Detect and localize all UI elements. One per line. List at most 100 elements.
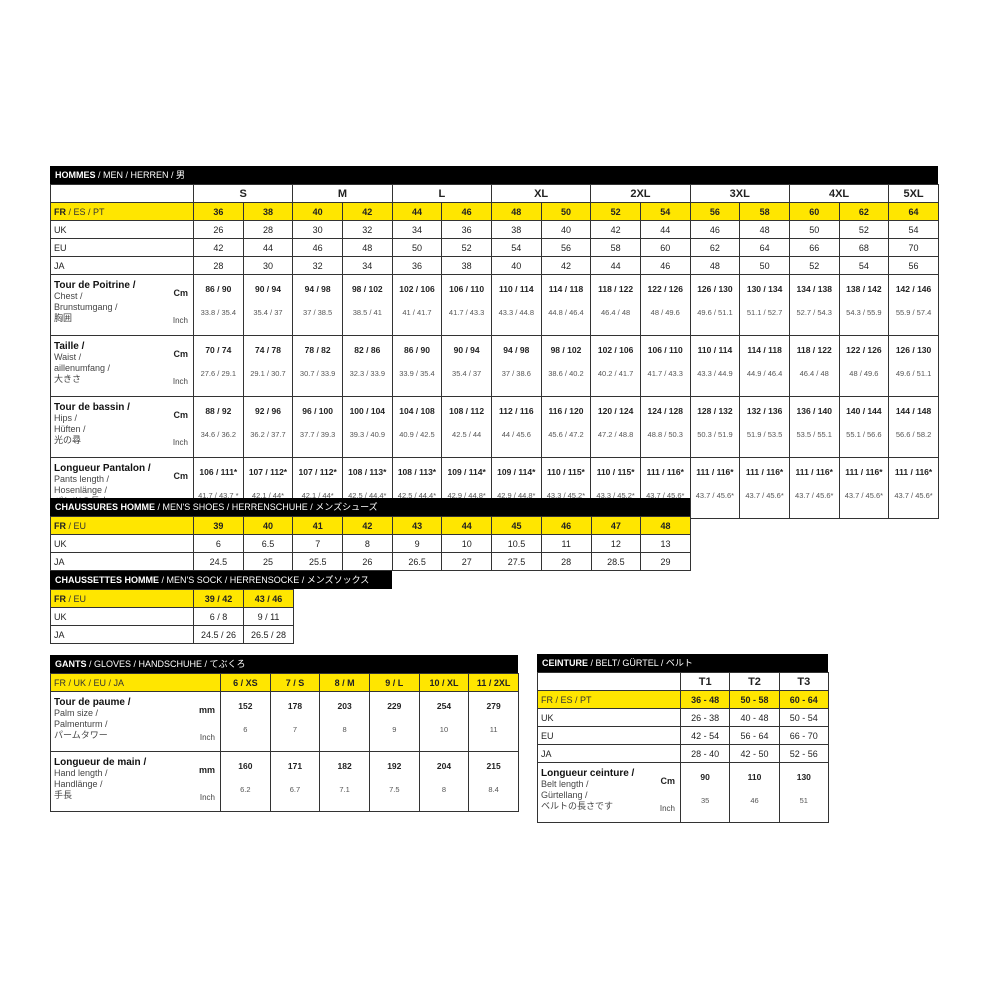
hommes-title: HOMMES	[55, 170, 96, 180]
inch-value: 8	[342, 725, 347, 734]
measurement-cell: 96 / 100 37.7 / 39.3	[292, 396, 343, 458]
size-group-header: T2	[729, 672, 780, 691]
measurement-cell: 112 / 116 44 / 45.6	[490, 396, 542, 458]
measurement-translation: パームタワー	[54, 730, 108, 740]
primary-value: 126 / 130	[895, 345, 932, 355]
table-cell: 48	[490, 202, 542, 221]
row-label: FR / ES / PT	[537, 690, 681, 709]
table-cell: 58	[739, 202, 790, 221]
primary-value: 107 / 112*	[298, 467, 337, 477]
primary-value: 114 / 118	[548, 284, 584, 294]
table-cell: 52	[838, 220, 890, 239]
belt-title-translations: / BELT/ GÜRTEL / ベルト	[588, 658, 693, 668]
measurement-row: Longueur ceinture / Belt length / Gürtella…	[537, 762, 829, 823]
measurement-label: Longueur ceinture / Belt length / Gürtella…	[537, 762, 681, 823]
measurement-cell: 118 / 122 46.4 / 48	[788, 335, 840, 397]
table-cell: 62	[838, 202, 890, 221]
size-group-header: T3	[778, 672, 829, 691]
table-cell: 10.5	[491, 534, 542, 553]
table-cell: 39 / 42	[193, 589, 244, 608]
measurement-translation: ベルトの長さです	[541, 801, 614, 811]
measurement-translation: 大きさ	[54, 374, 82, 384]
row-label-secondary: EU	[541, 730, 554, 741]
primary-value: 98 / 102	[550, 345, 582, 355]
table-cell: 64	[888, 202, 939, 221]
primary-value: 124 / 128	[647, 406, 683, 416]
primary-value: 254	[436, 701, 452, 711]
primary-value: 116 / 120	[548, 406, 584, 416]
empty-cell	[537, 672, 681, 691]
measurement-cell: 152 6	[220, 691, 271, 752]
row-label: JA	[50, 552, 194, 571]
table-cell: 6 / XS	[220, 673, 271, 692]
inch-value: 48.8 / 50.3	[647, 430, 683, 439]
measurement-translation: Palmenturm /	[54, 719, 108, 729]
measurement-cell: 203 8	[319, 691, 370, 752]
primary-value: 102 / 106	[399, 284, 435, 294]
gloves-header: GANTS / GLOVES / HANDSCHUHE / てぶくろ	[50, 655, 518, 673]
table-row: UK 26 - 38 40 - 48 50 - 54	[537, 708, 829, 727]
table-row: FR / ES / PT 36 38 40 42 44 46 48 50 52 54 56 58 60 62…	[50, 202, 939, 221]
unit-label: Cm	[660, 776, 675, 786]
primary-value: 92 / 96	[254, 406, 281, 416]
table-cell: 36	[193, 202, 244, 221]
row-label: FR / EU	[50, 516, 194, 535]
table-cell: 50	[391, 238, 443, 257]
measurement-cell: 94 / 98 37 / 38.5	[292, 274, 343, 336]
primary-value: 111 / 116*	[696, 467, 734, 477]
shoes-title-translations: / MEN'S SHOES / HERRENSCHUHE / メンズシューズ	[155, 502, 378, 512]
primary-value: 111 / 116*	[795, 467, 833, 477]
inch-value: 9	[392, 725, 397, 734]
table-cell: 47	[590, 516, 642, 535]
belt-title: CEINTURE	[542, 658, 589, 668]
measurement-translation: aillenumfang /	[54, 363, 111, 373]
table-row: JA 28 - 40 42 - 50 52 - 56	[537, 744, 829, 763]
table-cell: 44	[590, 256, 641, 275]
measurement-cell: 178 7	[269, 691, 321, 752]
measurement-cell: 204 8	[418, 751, 470, 812]
row-label-primary: FR	[54, 206, 66, 217]
row-label: UK	[537, 708, 681, 727]
measurement-cell: 90 / 94 35.4 / 37	[441, 335, 492, 397]
table-row: FR / ES / PT 36 - 48 50 - 58 60 - 64	[537, 690, 829, 709]
table-cell: 28	[193, 256, 244, 275]
table-cell: 42	[341, 202, 393, 221]
row-label-secondary: JA	[54, 556, 65, 567]
inch-value: 43.7 / 45.6*	[795, 491, 834, 500]
table-cell: 46	[689, 220, 741, 239]
primary-value: 130 / 134	[746, 284, 783, 294]
gloves-title: GANTS	[55, 659, 87, 669]
measurement-cell: 122 / 126 48 / 49.6	[838, 335, 890, 397]
inch-value: 53.5 / 55.1	[796, 430, 832, 439]
table-cell: 46	[639, 256, 691, 275]
primary-value: 88 / 92	[205, 406, 232, 416]
inch-value: 43.3 / 44.8	[498, 308, 535, 317]
row-label-secondary: JA	[541, 748, 552, 759]
table-cell: 27.5	[491, 552, 542, 571]
inch-value: 43.3 / 45.2*	[546, 491, 586, 500]
row-label-secondary: / EU	[66, 593, 87, 604]
table-cell: 46	[292, 238, 343, 257]
measurement-row: Taille / Waist / aillenumfang / 大きさ Cm Inch 70…	[50, 335, 939, 397]
measurement-label: Tour de Poitrine / Chest / Brunstumgang / 胸…	[50, 274, 194, 336]
measurement-cell: 111 / 116* 43.7 / 45.6*	[739, 457, 790, 519]
row-label-secondary: UK	[54, 224, 67, 235]
inch-value: 8.4	[488, 785, 499, 794]
primary-value: 132 / 136	[746, 406, 783, 416]
inch-value: 52.7 / 54.3	[796, 308, 832, 317]
table-row: JA 24.5 / 26 26.5 / 28	[50, 625, 294, 644]
hommes-table: S M L XL 2XL 3XL 4XL 5XL FR / ES / PT 36 38 40 42 44 4…	[50, 184, 939, 519]
hommes-header: HOMMES / MEN / HERREN / 男	[50, 166, 938, 184]
row-label: UK	[50, 534, 194, 553]
measurement-cell: 114 / 118 44.8 / 46.4	[540, 274, 592, 336]
table-cell: 40 - 48	[729, 708, 780, 727]
measurement-cell: 98 / 102 38.6 / 40.2	[540, 335, 592, 397]
measurement-translation: Belt length /	[541, 779, 589, 789]
measurement-translation: 光の尋	[54, 435, 82, 445]
table-cell: 7	[292, 534, 344, 553]
table-cell: 50	[540, 202, 592, 221]
primary-value: 118 / 122	[796, 345, 832, 355]
table-cell: 54	[838, 256, 890, 275]
